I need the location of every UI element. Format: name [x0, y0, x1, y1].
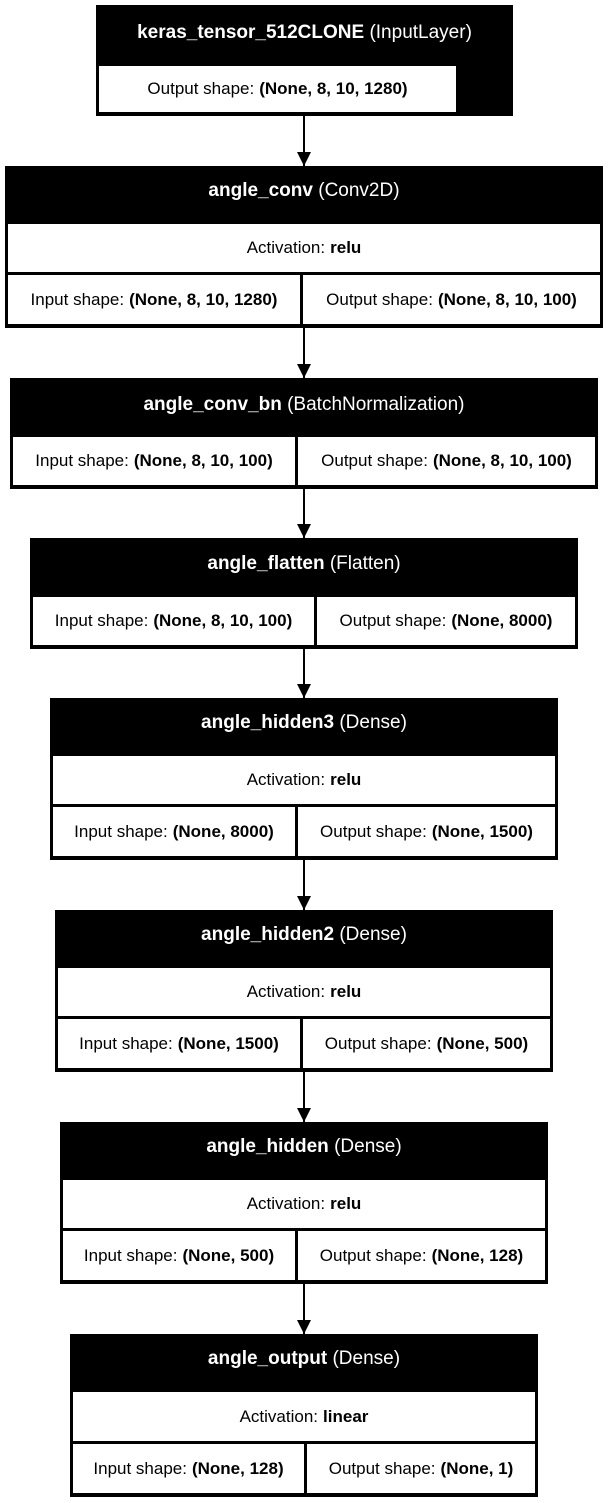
layer-node-angle-hidden: angle_hidden (Dense) Activation: relu In…: [60, 1122, 548, 1284]
layer-type: (Dense): [332, 1348, 401, 1369]
input-shape-value: (None, 8, 10, 100): [133, 451, 273, 470]
output-shape-value: (None, 1500): [431, 821, 533, 841]
layer-header: keras_tensor_512CLONE (InputLayer): [96, 22, 513, 44]
layer-name: angle_output: [207, 1348, 328, 1369]
input-shape-value: (None, 8000): [172, 821, 274, 841]
output-shape-cell: Output shape: (None, 8, 10, 100): [298, 437, 595, 485]
layer-name: angle_flatten: [207, 553, 325, 574]
output-shape-cell: Output shape: (None, 8000): [317, 597, 575, 645]
output-shape-cell: Output shape: (None, 500): [303, 1019, 550, 1068]
layer-header: angle_conv (Conv2D): [5, 180, 603, 202]
output-shape-label: Output shape:: [324, 1033, 432, 1053]
layer-type: (Conv2D): [318, 180, 400, 201]
output-shape-label: Output shape:: [326, 289, 433, 309]
layer-header: angle_flatten (Flatten): [30, 553, 578, 575]
activation-cell: Activation: relu: [8, 224, 600, 272]
input-shape-value: (None, 8, 10, 100): [153, 611, 293, 630]
input-shape-label: Input shape:: [30, 289, 125, 309]
input-shape-value: (None, 500): [182, 1245, 275, 1265]
output-shape-value: (None, 8, 10, 1280): [259, 79, 408, 98]
input-shape-cell: Input shape: (None, 8, 10, 100): [33, 597, 314, 645]
layer-header: angle_hidden3 (Dense): [50, 712, 558, 734]
output-shape-label: Output shape:: [320, 821, 427, 841]
output-shape-value: (None, 8, 10, 100): [437, 289, 577, 309]
input-shape-cell: Input shape: (None, 8000): [53, 807, 295, 856]
layer-type: (InputLayer): [369, 22, 472, 43]
layer-name: angle_hidden: [206, 1136, 329, 1157]
layer-type: (Dense): [339, 712, 407, 733]
output-shape-cell: Output shape: (None, 128): [298, 1231, 545, 1280]
activation-label: Activation:: [246, 982, 326, 1001]
layer-name: angle_hidden3: [201, 712, 335, 733]
layer-header: angle_hidden2 (Dense): [55, 924, 553, 946]
output-shape-cell: Output shape: (None, 1): [307, 1444, 535, 1493]
layer-node-angle-conv: angle_conv (Conv2D) Activation: relu Inp…: [5, 166, 603, 328]
input-shape-label: Input shape:: [83, 1245, 178, 1265]
output-shape-cell: Output shape: (None, 8, 10, 100): [303, 275, 600, 324]
activation-cell: Activation: relu: [58, 968, 550, 1016]
layer-header: angle_output (Dense): [70, 1348, 538, 1370]
activation-value: relu: [330, 770, 362, 789]
input-shape-cell: Input shape: (None, 8, 10, 1280): [8, 275, 300, 324]
activation-value: relu: [330, 982, 362, 1001]
input-shape-label: Input shape:: [54, 611, 149, 630]
input-shape-label: Input shape:: [74, 821, 168, 841]
activation-value: relu: [330, 1194, 362, 1213]
output-shape-cell: Output shape: (None, 1500): [298, 807, 555, 856]
input-shape-cell: Input shape: (None, 1500): [58, 1019, 300, 1068]
layer-name: angle_conv_bn: [143, 394, 282, 415]
layer-name: keras_tensor_512CLONE: [137, 22, 365, 43]
layer-type: (BatchNormalization): [287, 394, 465, 415]
output-shape-label: Output shape:: [339, 611, 447, 630]
layer-node-angle-conv-bn: angle_conv_bn (BatchNormalization) Input…: [10, 378, 598, 489]
activation-label: Activation:: [246, 238, 326, 257]
output-shape-label: Output shape:: [321, 451, 428, 470]
layer-node-keras-tensor: keras_tensor_512CLONE (InputLayer) Outpu…: [96, 5, 513, 116]
layer-type: (Dense): [334, 1136, 402, 1157]
layer-type: (Dense): [339, 924, 407, 945]
input-shape-cell: Input shape: (None, 8, 10, 100): [13, 437, 295, 485]
activation-value: relu: [330, 238, 362, 257]
layer-node-angle-hidden3: angle_hidden3 (Dense) Activation: relu I…: [50, 698, 558, 860]
layer-header: angle_conv_bn (BatchNormalization): [10, 394, 598, 416]
activation-label: Activation:: [239, 1406, 319, 1426]
input-shape-value: (None, 8, 10, 1280): [129, 289, 278, 309]
output-shape-value: (None, 1): [440, 1458, 514, 1478]
activation-value: linear: [323, 1406, 369, 1426]
input-shape-label: Input shape:: [79, 1033, 173, 1053]
layer-header: angle_hidden (Dense): [60, 1136, 548, 1158]
input-shape-value: (None, 1500): [177, 1033, 279, 1053]
activation-cell: Activation: relu: [63, 1180, 545, 1228]
output-shape-label: Output shape:: [147, 79, 255, 98]
input-shape-label: Input shape:: [93, 1458, 187, 1478]
output-shape-value: (None, 500): [436, 1033, 529, 1053]
input-shape-cell: Input shape: (None, 128): [73, 1444, 304, 1493]
layer-type: (Flatten): [329, 553, 401, 574]
output-shape-value: (None, 8000): [451, 611, 553, 630]
input-shape-value: (None, 128): [191, 1458, 284, 1478]
output-shape-cell: Output shape: (None, 8, 10, 1280): [99, 66, 456, 112]
input-shape-label: Input shape:: [35, 451, 129, 470]
output-shape-value: (None, 128): [431, 1245, 524, 1265]
output-shape-value: (None, 8, 10, 100): [432, 451, 572, 470]
layer-name: angle_hidden2: [201, 924, 335, 945]
output-shape-label: Output shape:: [328, 1458, 436, 1478]
layer-name: angle_conv: [208, 180, 313, 201]
output-shape-label: Output shape:: [319, 1245, 427, 1265]
activation-cell: Activation: relu: [53, 756, 555, 804]
activation-label: Activation:: [246, 1194, 326, 1213]
layer-node-angle-flatten: angle_flatten (Flatten) Input shape: (No…: [30, 538, 578, 649]
input-shape-cell: Input shape: (None, 500): [63, 1231, 295, 1280]
layer-node-angle-hidden2: angle_hidden2 (Dense) Activation: relu I…: [55, 910, 553, 1072]
activation-label: Activation:: [246, 770, 326, 789]
layer-node-angle-output: angle_output (Dense) Activation: linear …: [70, 1334, 538, 1497]
activation-cell: Activation: linear: [73, 1392, 535, 1441]
